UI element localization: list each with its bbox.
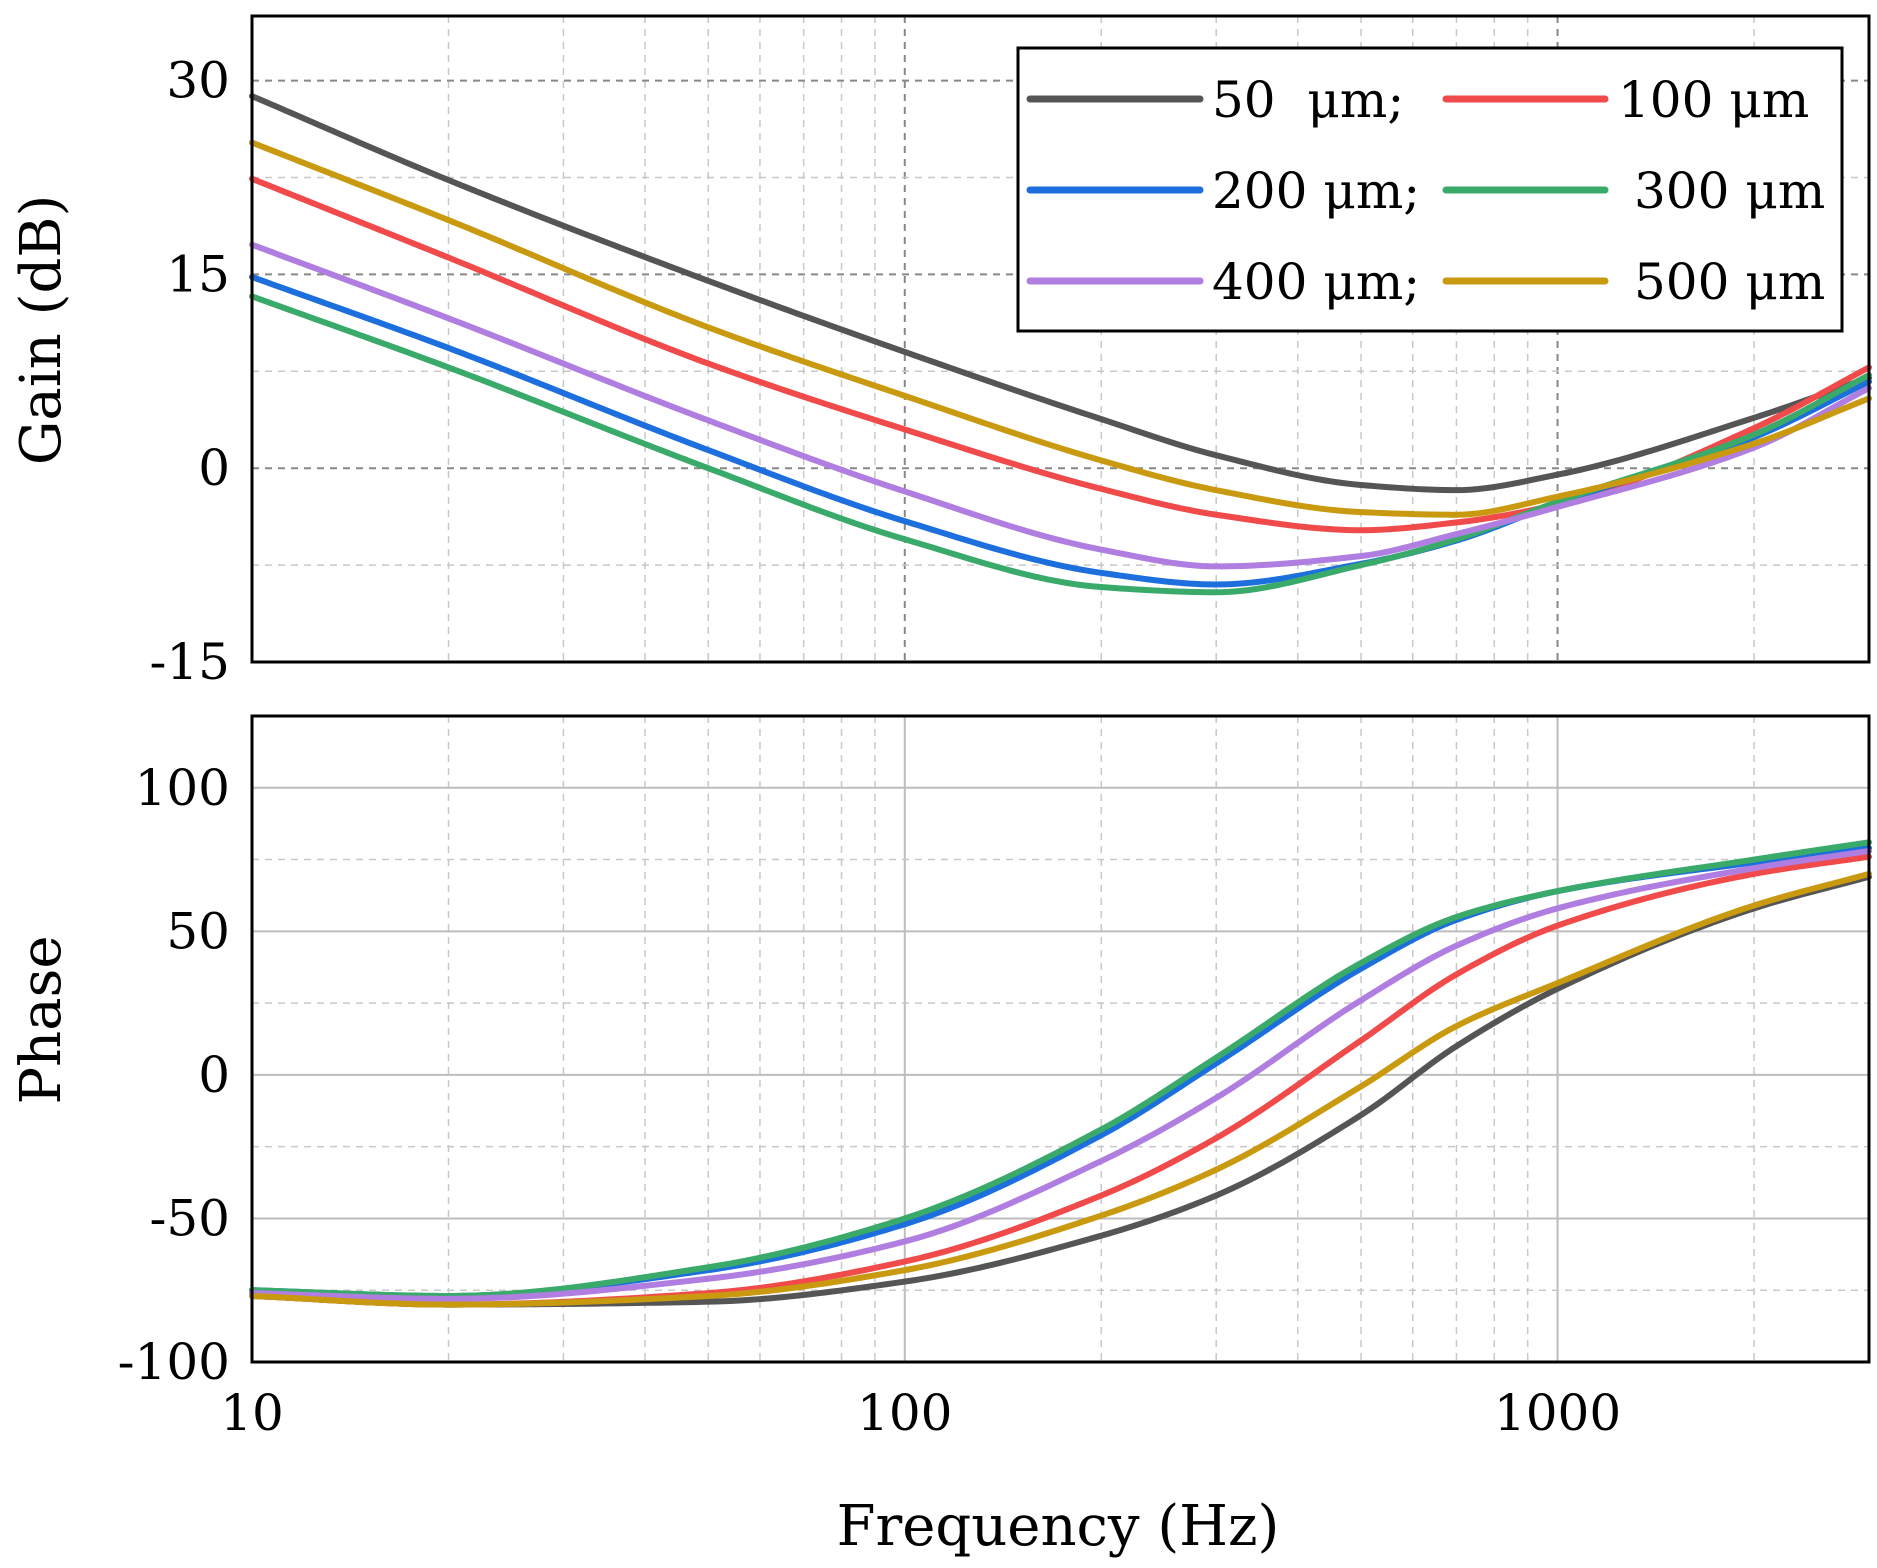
y-tick-label: 0 bbox=[198, 439, 230, 497]
y-tick-label: -15 bbox=[149, 633, 230, 691]
gain-series-group bbox=[249, 93, 1872, 596]
x-tick-label: 1000 bbox=[1494, 1384, 1621, 1442]
y-tick-label: 30 bbox=[166, 52, 230, 110]
gain-series-line-5 bbox=[249, 139, 1872, 518]
gain-y-tick-labels: -15 0 15 30 bbox=[149, 52, 230, 691]
phase-series-group bbox=[249, 839, 1872, 1308]
phase-series-line-4 bbox=[249, 847, 1872, 1302]
legend-label: 300 μm bbox=[1634, 162, 1825, 220]
gain-series-line-4 bbox=[249, 241, 1872, 570]
phase-grid bbox=[252, 716, 1869, 1362]
phase-series-line-5 bbox=[249, 870, 1872, 1308]
legend-label: 50 μm; bbox=[1212, 71, 1404, 129]
y-tick-label: 15 bbox=[166, 245, 230, 303]
y-tick-label: -100 bbox=[118, 1333, 230, 1391]
legend-label: 400 μm; bbox=[1212, 253, 1420, 311]
legend-label: 200 μm; bbox=[1212, 162, 1420, 220]
y-tick-label: 50 bbox=[166, 902, 230, 960]
legend: 50 μm; 100 μm 200 μm; 300 μm 400 μm; 500 μm bbox=[1016, 46, 1844, 333]
legend-label: 500 μm bbox=[1634, 253, 1825, 311]
x-tick-label: 10 bbox=[220, 1384, 284, 1442]
y-tick-label: 0 bbox=[198, 1046, 230, 1104]
phase-series-line-0 bbox=[249, 873, 1872, 1308]
x-tick-labels: 10 100 1000 bbox=[220, 1384, 1621, 1442]
y-tick-label: -50 bbox=[149, 1189, 230, 1247]
gain-series-line-0 bbox=[249, 93, 1872, 494]
legend-label: 100 μm bbox=[1618, 71, 1809, 129]
x-tick-label: 100 bbox=[857, 1384, 952, 1442]
phase-y-tick-labels: -100 -50 0 50 100 bbox=[118, 759, 230, 1391]
phase-y-axis-title: Phase bbox=[9, 935, 74, 1104]
gain-plot-frame bbox=[250, 14, 1871, 664]
gain-series-line-3 bbox=[249, 293, 1872, 596]
phase-series-line-3 bbox=[249, 839, 1872, 1299]
y-tick-label: 100 bbox=[135, 759, 230, 817]
phase-plot-frame bbox=[250, 714, 1871, 1364]
phase-series-line-1 bbox=[249, 853, 1872, 1308]
x-axis-title: Frequency (Hz) bbox=[837, 1494, 1280, 1559]
gain-y-axis-title: Gain (dB) bbox=[9, 195, 74, 466]
